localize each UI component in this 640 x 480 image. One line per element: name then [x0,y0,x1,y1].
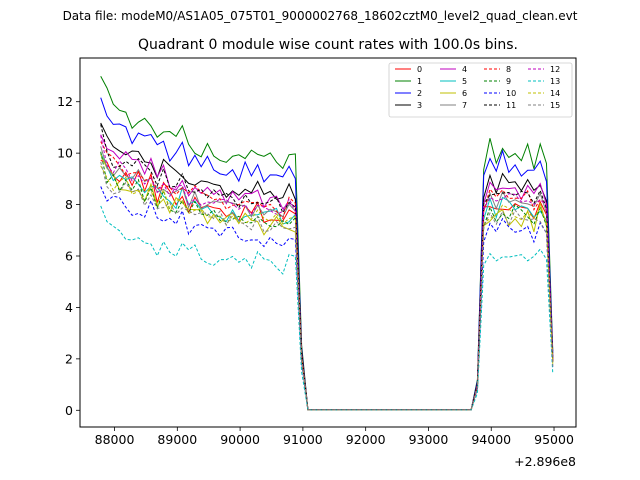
plot-area: 88000 89000 90000 91000 92000 93000 94000 95000… [57,57,577,469]
y-tick-label: 12 [57,94,73,109]
legend-label-6: 6 [462,89,467,98]
y-tick-label: 6 [65,249,73,264]
legend-label-4: 4 [462,65,467,74]
legend-label-14: 14 [550,89,560,98]
legend-label-3: 3 [417,101,422,110]
axes-frame [79,57,577,428]
series-line-13 [100,205,554,411]
y-tick-label: 8 [65,197,73,212]
x-tick-label: 94000 [471,432,511,447]
x-tick-label: 91000 [283,432,323,447]
legend-label-13: 13 [550,77,560,86]
legend-label-10: 10 [506,89,516,98]
axes-background [80,58,576,427]
x-tick-label: 90000 [220,432,260,447]
legend-label-8: 8 [506,65,511,74]
legend-label-2: 2 [417,89,422,98]
legend-label-12: 12 [550,65,560,74]
x-axis-ticks: 88000 89000 90000 91000 92000 93000 94000 95000 [95,427,574,447]
legend-frame [388,62,573,118]
legend-label-15: 15 [550,101,560,110]
legend-label-5: 5 [462,77,467,86]
y-tick-label: 2 [65,351,73,366]
series-layer [100,75,554,411]
x-tick-label: 93000 [409,432,449,447]
x-tick-label: 95000 [534,432,574,447]
x-tick-label: 88000 [95,432,135,447]
x-tick-label: 89000 [157,432,197,447]
legend-label-0: 0 [417,65,422,74]
legend-label-1: 1 [417,77,422,86]
x-axis-offset-label: +2.896e8 [514,454,576,469]
chart-title: Quadrant 0 module wise count rates with … [138,37,518,53]
series-line-12 [100,135,554,411]
y-tick-label: 0 [65,403,73,418]
legend-label-7: 7 [462,101,467,110]
legend-label-9: 9 [506,77,511,86]
data-file-suptitle: Data file: modeM0/AS1A05_075T01_90000027… [63,9,578,23]
series-line-15 [100,161,554,411]
x-tick-label: 92000 [346,432,386,447]
y-tick-label: 10 [57,146,73,161]
y-tick-label: 4 [65,300,73,315]
y-axis-ticks: 0 2 4 6 8 10 12 [57,94,80,418]
legend-label-11: 11 [506,101,516,110]
